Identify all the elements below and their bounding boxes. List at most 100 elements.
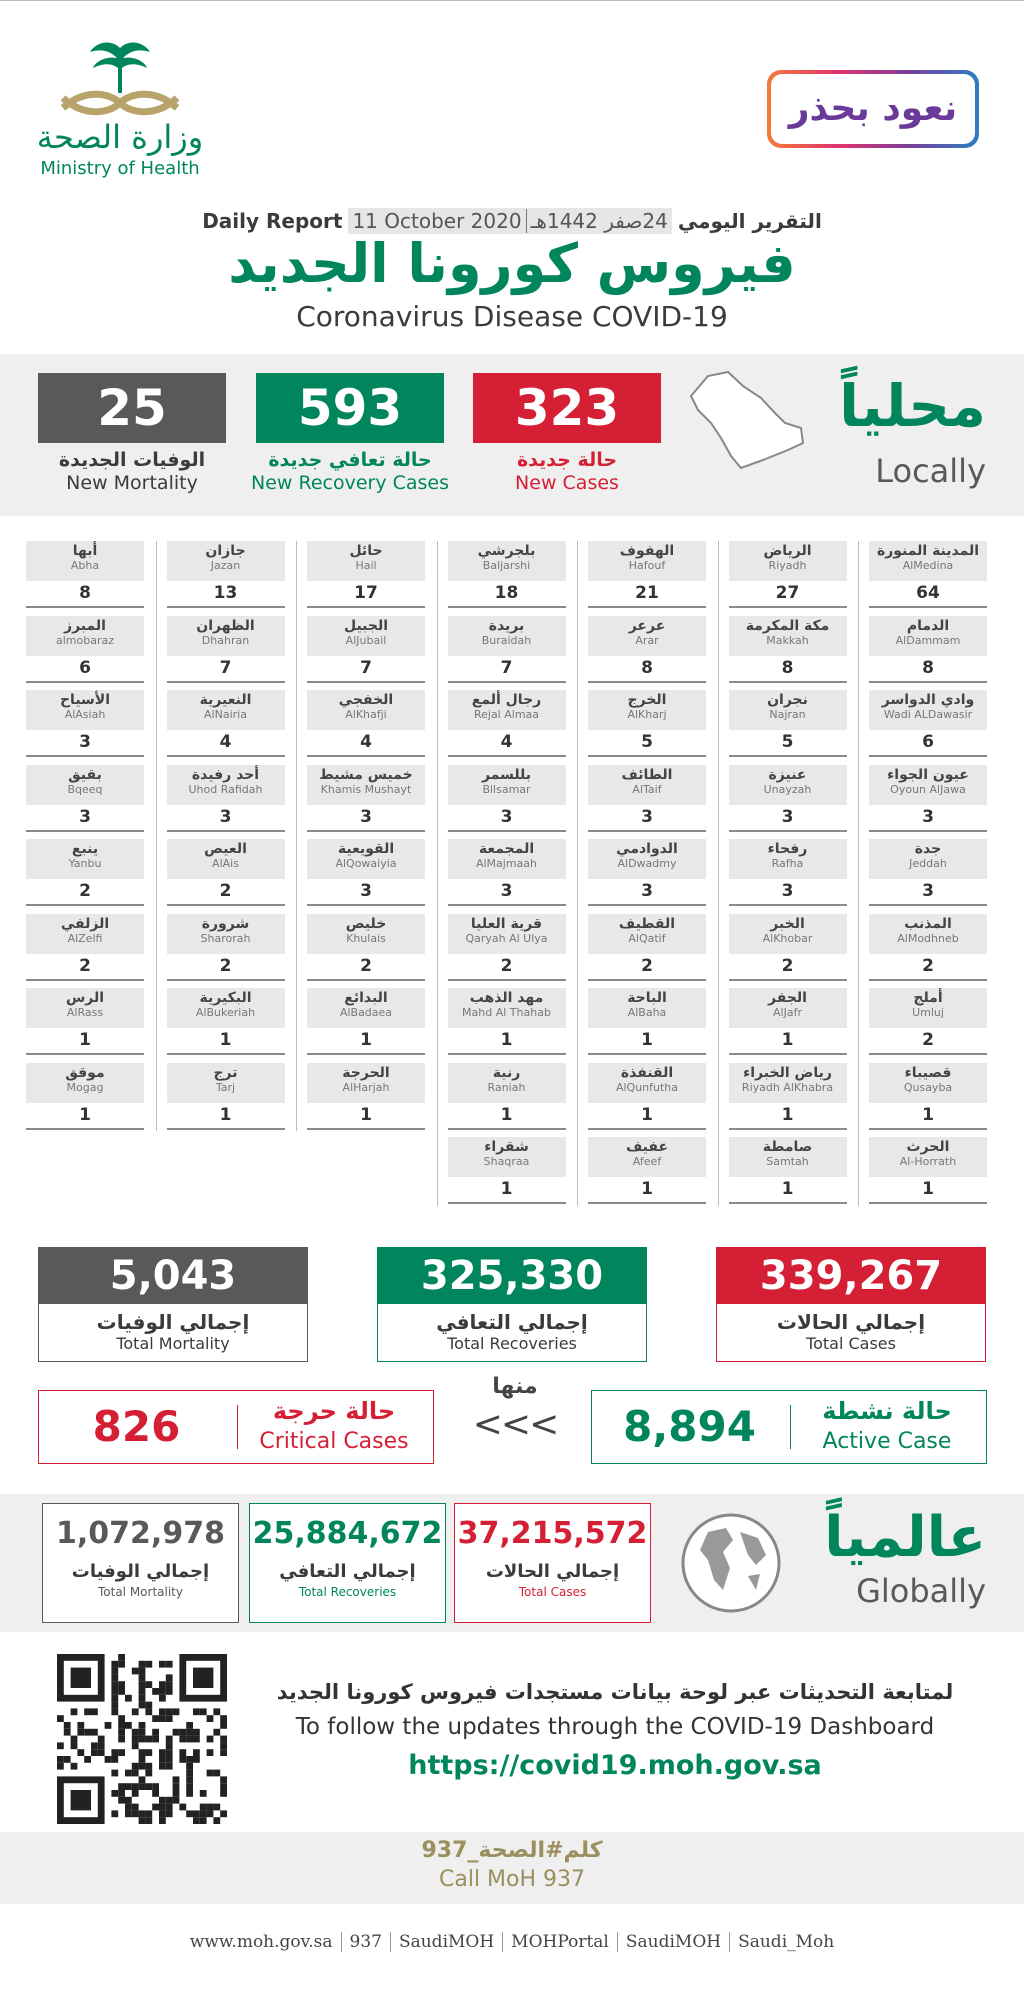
city-cases: 1 (500, 1030, 513, 1050)
report-line: Daily Report 11 October 2020 24صفر 1442ه… (0, 208, 1024, 234)
city-card: البكيرية AlBukeriah (166, 988, 285, 1028)
qr-module (104, 1756, 112, 1763)
city-underline (166, 829, 285, 832)
qr-module (118, 1660, 125, 1668)
qr-module (138, 1694, 146, 1702)
city-cases: 7 (500, 657, 513, 678)
city-cases: 1 (500, 1179, 513, 1199)
qr-module (131, 1742, 139, 1750)
qr-module (172, 1708, 180, 1716)
qr-module (220, 1810, 227, 1818)
city-card: المجمعة AlMajmaah (447, 839, 566, 879)
city-name-en: Hafouf (628, 559, 666, 572)
qr-module (138, 1660, 146, 1668)
city-cases: 6 (922, 732, 934, 752)
qr-module (165, 1749, 173, 1756)
city-card: الرس AlRass (26, 988, 144, 1028)
city-name-ar: الهفوف (619, 543, 675, 559)
city-underline (447, 606, 566, 608)
qr-module (206, 1749, 214, 1756)
qr-module (118, 1796, 125, 1804)
qr-module (63, 1722, 71, 1729)
city-card: الباحة AlBaha (588, 988, 706, 1028)
qr-module (77, 1749, 85, 1756)
city-underline (588, 829, 706, 832)
qr-module (165, 1688, 173, 1695)
city-name-ar: الطائف (621, 766, 673, 783)
city-card: الجفر AlJafr (728, 988, 847, 1028)
city-name-en: Yanbu (68, 857, 102, 870)
city-cases: 1 (79, 1030, 91, 1050)
footer-link[interactable]: MOHPortal (502, 1932, 617, 1952)
city-name-en: Buraidah (481, 633, 532, 647)
new-mortality-label-en: New Mortality (66, 472, 198, 494)
new-recoveries-label-en: New Recovery Cases (250, 472, 449, 494)
city-cases: 1 (922, 1104, 934, 1125)
footer-link[interactable]: Saudi_Moh (729, 1932, 842, 1952)
report-date-box: 11 October 2020 24صفر 1442هـ (348, 208, 672, 234)
city-underline (869, 1202, 987, 1204)
city-name-ar: المجمعة (478, 841, 535, 857)
city-underline (588, 755, 706, 757)
city-underline (166, 606, 285, 608)
city-cases: 2 (781, 955, 794, 976)
critical-label-en: Critical Cases (259, 1429, 409, 1454)
new-cases-label-ar: حالة جديدة (516, 449, 618, 471)
city-name-en: Qusayba (903, 1080, 953, 1094)
qr-module (111, 1660, 119, 1668)
active-box: 8,894 حالة نشطة Active Case (591, 1390, 987, 1464)
city-underline (26, 1053, 144, 1055)
city-underline (869, 606, 987, 608)
city-card: عنيزة Unayzah (728, 764, 847, 805)
city-name-ar: ترج (213, 1064, 238, 1081)
qr-module (152, 1790, 159, 1797)
city-underline (307, 829, 425, 832)
city-underline (166, 978, 285, 981)
city-underline (447, 1127, 566, 1130)
qr-module (206, 1769, 214, 1777)
city-name-ar: المدينة المنورة (876, 543, 980, 559)
city-name-ar: شقراء (484, 1139, 529, 1155)
qr-module (193, 1728, 200, 1736)
city-cases: 21 (635, 583, 659, 603)
qr-module (165, 1708, 173, 1716)
city-card: البدائع AlBadaea (307, 988, 425, 1028)
city-name-ar: الأسياح (59, 692, 111, 708)
qr-module (159, 1749, 166, 1756)
qr-module (118, 1654, 125, 1661)
city-card: حائل Hail (307, 541, 425, 581)
qr-module (186, 1776, 193, 1784)
global-mortality-label-en: Total Mortality (97, 1585, 183, 1599)
call-en: Call MoH 937 (438, 1867, 586, 1892)
footer-link[interactable]: SaudiMOH (616, 1932, 729, 1952)
city-card: خليص Khulais (307, 913, 425, 954)
city-name-en: AlHarjah (342, 1080, 390, 1094)
qr-module (111, 1688, 119, 1695)
global-cases: 37,215,572 إجمالي الحالات Total Cases (454, 1503, 651, 1623)
report-label-en: Daily Report (202, 209, 343, 233)
of-which-label: منها (492, 1374, 538, 1399)
footer-link[interactable]: 937 (340, 1932, 390, 1952)
city-underline (447, 1053, 566, 1055)
dashboard-url[interactable]: https://covid19.moh.gov.sa (408, 1750, 822, 1781)
city-cases: 1 (641, 1104, 653, 1125)
city-card: خميس مشيط Khamis Mushayt (307, 764, 425, 805)
city-card: الخرج AlKharj (588, 690, 706, 730)
qr-module (179, 1728, 187, 1736)
footer-link[interactable]: SaudiMOH (389, 1932, 502, 1952)
city-cases: 1 (219, 1104, 232, 1125)
city-name-ar: البدائع (344, 990, 388, 1006)
city-cases: 3 (219, 806, 232, 827)
qr-module (213, 1728, 221, 1736)
city-name-ar: جدة (914, 841, 942, 857)
total-recoveries-value: 325,330 (378, 1248, 646, 1304)
city-name-en: Mahd Al Thahab (462, 1006, 551, 1019)
city-card: عرعر Arar (588, 615, 706, 656)
city-underline (447, 829, 566, 832)
dashboard-text-ar: لمتابعة التحديثات عبر لوحة بيانات مستجدا… (276, 1680, 954, 1704)
city-cases: 2 (922, 1030, 934, 1050)
city-underline (869, 978, 987, 981)
active-divider (790, 1405, 791, 1449)
footer-link[interactable]: www.moh.gov.sa (189, 1932, 333, 1952)
campaign-logo: نعود بحذر (767, 70, 979, 148)
